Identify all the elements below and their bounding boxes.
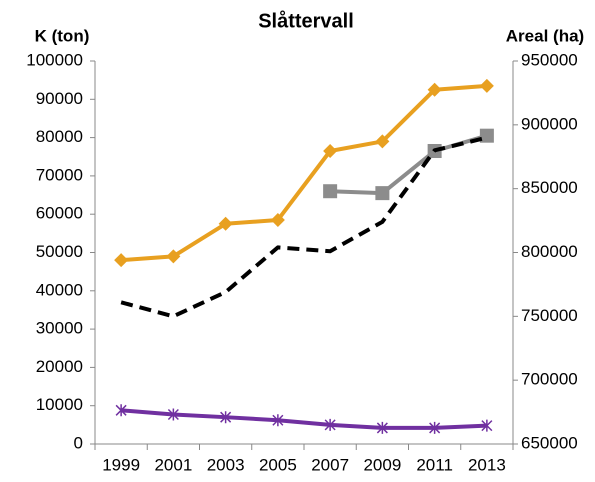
star-marker — [324, 418, 336, 431]
diamond-marker — [427, 82, 442, 97]
square-marker — [375, 186, 390, 201]
y-tick-label: 0 — [74, 433, 83, 452]
star-marker — [167, 408, 179, 421]
y-tick-label: 50000 — [36, 242, 83, 261]
star-marker — [115, 404, 127, 417]
y-tick-label: 70000 — [36, 165, 83, 184]
star-marker — [481, 419, 493, 432]
y2-tick-label: 850000 — [521, 178, 578, 197]
chart-title: Slåttervall — [258, 9, 354, 32]
y-tick-label: 20000 — [36, 357, 83, 376]
series-line — [120, 135, 488, 319]
star-marker — [429, 421, 441, 434]
y-tick-label: 60000 — [36, 204, 83, 223]
diamond-marker — [218, 216, 233, 231]
y2-tick-label: 950000 — [521, 50, 578, 69]
x-tick-label: 2005 — [259, 455, 297, 474]
y-tick-label: 30000 — [36, 319, 83, 338]
star-marker — [376, 421, 388, 434]
diamond-marker — [323, 144, 338, 159]
star-marker — [272, 414, 284, 427]
square-marker — [323, 184, 338, 199]
y2-tick-label: 700000 — [521, 370, 578, 389]
x-tick-label: 2013 — [468, 455, 506, 474]
y-tick-label: 90000 — [36, 89, 83, 108]
y-tick-label: 10000 — [36, 395, 83, 414]
diamond-marker — [166, 249, 181, 264]
x-tick-label: 2003 — [207, 455, 245, 474]
star-marker — [220, 411, 232, 424]
diamond-marker — [479, 78, 494, 93]
diamond-marker — [114, 253, 129, 268]
diamond-marker — [270, 212, 285, 227]
x-tick-label: 2001 — [154, 455, 192, 474]
y2-tick-label: 650000 — [521, 433, 578, 452]
series-line — [120, 408, 487, 430]
y2-tick-label: 750000 — [521, 306, 578, 325]
y-tick-label: 80000 — [36, 127, 83, 146]
y-tick-label: 100000 — [26, 50, 83, 69]
y-axis-title: K (ton) — [35, 26, 90, 45]
y-tick-label: 40000 — [36, 280, 83, 299]
series-line — [120, 83, 488, 263]
x-tick-label: 1999 — [102, 455, 140, 474]
x-tick-label: 2007 — [311, 455, 349, 474]
y2-tick-label: 900000 — [521, 114, 578, 133]
x-tick-label: 2011 — [416, 455, 453, 474]
y2-axis-title: Areal (ha) — [506, 26, 584, 45]
diamond-marker — [375, 134, 390, 149]
square-marker — [479, 128, 494, 143]
y2-tick-label: 800000 — [521, 242, 578, 261]
x-tick-label: 2009 — [363, 455, 401, 474]
